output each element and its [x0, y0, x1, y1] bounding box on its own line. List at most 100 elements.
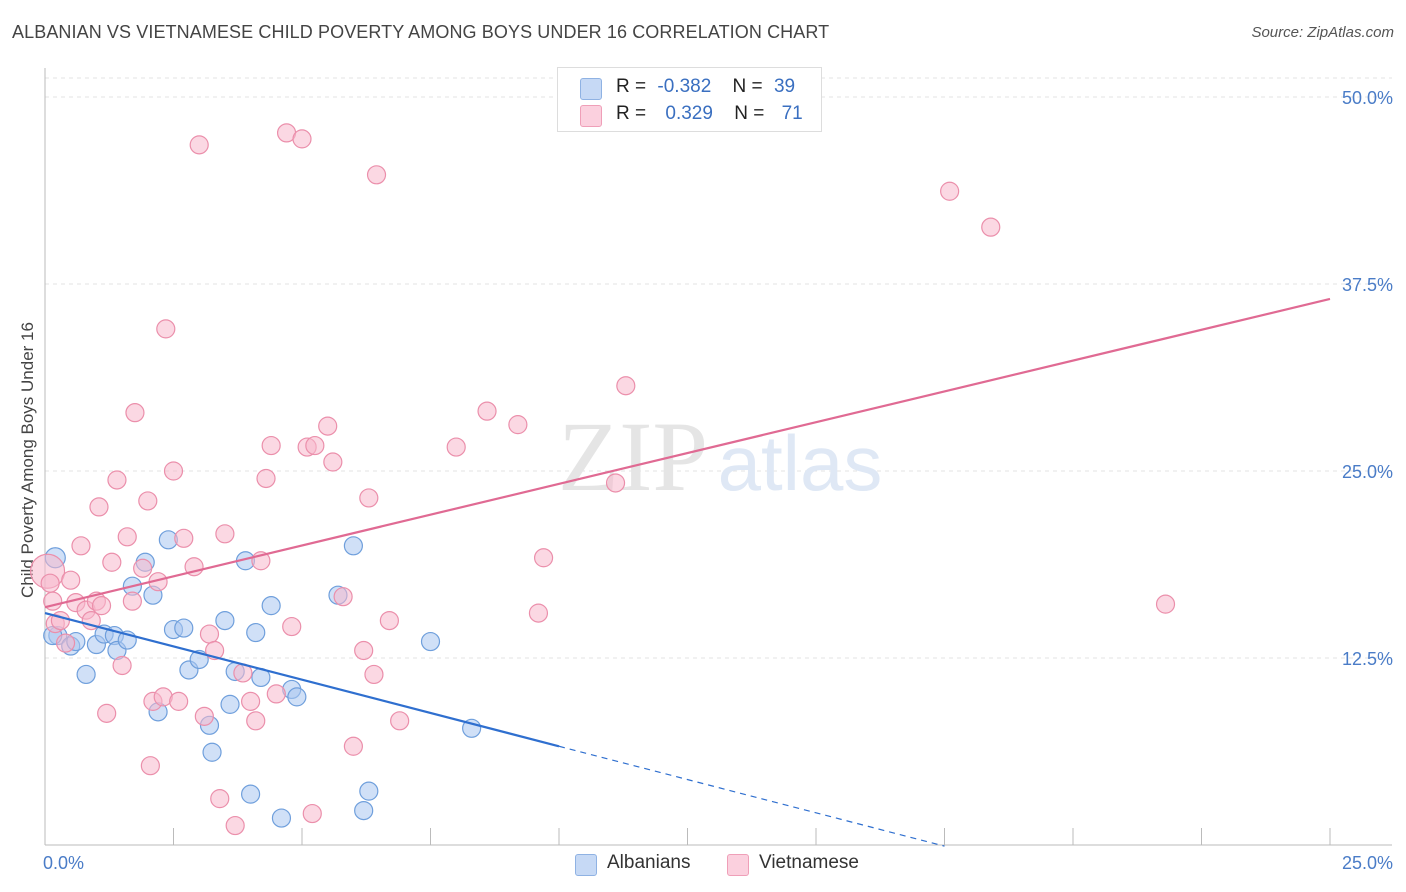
grid-lines [45, 77, 1392, 659]
legend-swatch-albanians [575, 854, 597, 876]
watermark-atlas: atlas [718, 419, 883, 507]
vietnamese-point [446, 437, 466, 457]
vietnamese-point [354, 640, 374, 661]
vietnamese-point [261, 435, 281, 456]
albanians-trend-line [44, 612, 560, 748]
axes [44, 68, 1392, 846]
vietnamese-point [117, 527, 137, 547]
albanians-point [420, 631, 441, 652]
vietnamese-point [533, 548, 554, 568]
albanians-point [246, 622, 266, 643]
vietnamese-point [266, 684, 286, 704]
vietnamese-point [194, 706, 214, 726]
vietnamese-point [256, 468, 276, 489]
vietnamese-point [89, 497, 109, 517]
vietnamese-point [55, 633, 76, 653]
vietnamese-point [390, 711, 410, 731]
vietnamese-point [174, 528, 194, 548]
albanians-point [220, 694, 240, 714]
vietnamese-point [508, 415, 528, 435]
vietnamese-point [605, 473, 626, 493]
vietnamese-point [125, 403, 145, 423]
vietnamese-point [318, 416, 338, 436]
watermark-zip: ZIP [558, 401, 708, 512]
vietnamese-point [112, 655, 132, 676]
legend-r-label: R = [616, 76, 647, 97]
vietnamese-point [364, 664, 384, 685]
vietnamese-point [282, 616, 302, 637]
vietnamese-point [138, 491, 158, 511]
trend-lines [44, 297, 1331, 847]
vietnamese-point [140, 756, 160, 776]
vietnamese-point [305, 435, 325, 456]
vietnamese-point [359, 488, 379, 508]
legend-swatch-albanians [580, 78, 602, 100]
legend-n-value-albanians: 39 [773, 76, 796, 97]
vietnamese-point [169, 691, 189, 711]
y-tick-label: 12.5% [1342, 649, 1393, 669]
albanians-point [359, 781, 379, 801]
albanians-point [215, 610, 235, 631]
vietnamese-trend-line [44, 297, 1331, 609]
correlation-legend: R = -0.382 N = 39 R = 0.329 N = 71 [557, 67, 822, 132]
albanians-trend-extension [558, 745, 945, 847]
vietnamese-point [616, 376, 636, 396]
vietnamese-point [302, 803, 322, 824]
vietnamese-point [940, 181, 960, 201]
y-tick-label: 25.0% [1342, 462, 1393, 482]
vietnamese-point [343, 736, 363, 756]
vietnamese-point [91, 596, 112, 616]
series-legend: Albanians Vietnamese [0, 852, 1406, 878]
x-tick-label: 0.0% [43, 853, 84, 873]
albanians-point [271, 808, 292, 828]
legend-n-label: N = [734, 103, 765, 124]
albanians-point [261, 596, 281, 616]
legend-r-label: R = [616, 103, 647, 124]
albanians-point [76, 664, 96, 685]
tick-labels: 12.5% 25.0% 37.5% 50.0% 0.0% 25.0% [43, 88, 1393, 873]
vietnamese-point [97, 703, 117, 723]
chart-title: ALBANIAN VS VIETNAMESE CHILD POVERTY AMO… [12, 22, 830, 42]
vietnamese-point [215, 524, 235, 544]
x-tick-label: 25.0% [1342, 853, 1393, 873]
vietnamese-point [107, 470, 127, 490]
vietnamese-point [210, 789, 230, 809]
albanians-point [202, 742, 222, 762]
vietnamese-point [366, 165, 387, 185]
vietnamese-point [241, 691, 261, 711]
albanians-point [343, 536, 363, 556]
y-tick-label: 37.5% [1342, 275, 1393, 295]
legend-n-value-vietnamese: 71 [781, 103, 803, 124]
vietnamese-point [122, 591, 142, 611]
vietnamese-point [133, 558, 153, 578]
vietnamese-point [156, 319, 176, 339]
vietnamese-point [189, 135, 209, 155]
legend-r-value-albanians: -0.382 [657, 76, 712, 97]
albanians-point [354, 800, 374, 821]
vietnamese-point [61, 570, 81, 590]
albanians-point [287, 687, 307, 707]
vietnamese-point [379, 610, 399, 631]
legend-r-value-vietnamese: 0.329 [665, 103, 713, 124]
vietnamese-point [163, 461, 184, 481]
legend-label-albanians: Albanians [607, 852, 691, 873]
vietnamese-point [292, 129, 312, 149]
y-tick-label: 50.0% [1342, 88, 1393, 108]
vietnamese-point [246, 711, 266, 731]
legend-n-label: N = [732, 76, 763, 97]
vietnamese-point [333, 587, 353, 607]
vietnamese-point [102, 552, 122, 572]
legend-swatch-vietnamese [580, 105, 602, 127]
source-label: Source: ZipAtlas.com [1251, 24, 1394, 41]
albanians-point [241, 784, 261, 804]
legend-swatch-vietnamese [727, 854, 749, 876]
vietnamese-point [225, 815, 245, 836]
legend-label-vietnamese: Vietnamese [759, 852, 859, 873]
albanians-point [174, 618, 194, 638]
vietnamese-point [81, 610, 101, 631]
vietnamese-point [71, 536, 91, 556]
vietnamese-point [528, 603, 549, 623]
vietnamese-point [1155, 594, 1176, 614]
data-points [29, 123, 1176, 836]
